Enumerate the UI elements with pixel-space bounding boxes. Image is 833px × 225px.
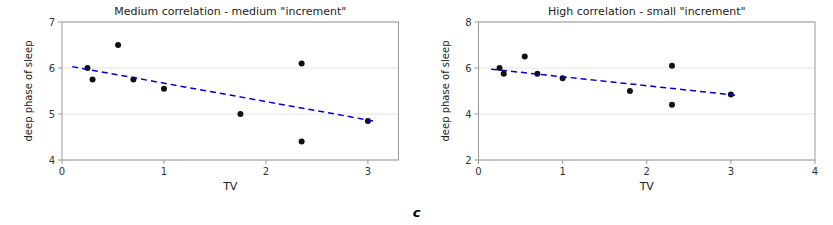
x-tick-label: 0	[59, 166, 65, 177]
x-tick-label: 3	[728, 166, 734, 177]
regression-line	[491, 69, 735, 95]
x-tick	[478, 160, 479, 164]
x-axis-label: TV	[639, 180, 655, 193]
x-tick-label: 4	[812, 166, 818, 177]
y-tick-label: 6	[49, 63, 55, 74]
point	[627, 88, 633, 94]
y-tick-label: 5	[49, 109, 55, 120]
y-axis-label: deep phase of sleep	[23, 41, 34, 142]
x-tick	[265, 160, 266, 164]
point	[90, 77, 96, 83]
point	[669, 63, 675, 69]
x-axis-label: TV	[222, 180, 238, 193]
y-tick-label: 7	[49, 17, 55, 28]
point	[299, 60, 305, 66]
x-tick	[646, 160, 647, 164]
y-axis-label: deep phase of sleep	[440, 41, 451, 142]
plot-frame	[479, 22, 816, 160]
x-tick	[367, 160, 368, 164]
marks	[72, 42, 373, 145]
marks	[491, 54, 735, 108]
y-tick	[475, 160, 479, 161]
panel: 2 4 6 8 0 1 2 3 4 High correlation - small "incre…	[440, 5, 819, 193]
grid-line	[62, 68, 399, 69]
panel: 4 5 6 7 0 1 2 3 Medium correlation - medium "inc…	[23, 5, 399, 193]
x-tick	[730, 160, 731, 164]
x-tick-label: 1	[161, 166, 167, 177]
y-tick-label: 8	[465, 17, 471, 28]
point	[115, 42, 121, 48]
x-tick-label: 2	[644, 166, 650, 177]
grid-line	[62, 114, 399, 115]
point	[237, 111, 243, 117]
chart-title: High correlation - small "increment"	[548, 5, 746, 18]
chart-title: Medium correlation - medium "increment"	[114, 5, 346, 18]
point	[501, 71, 507, 77]
point	[522, 54, 528, 60]
caption: c	[413, 205, 421, 220]
regression-line	[72, 67, 373, 121]
y-tick-label: 4	[49, 155, 55, 166]
x-tick	[815, 160, 816, 164]
y-tick-label: 6	[465, 63, 471, 74]
x-tick-label: 0	[475, 166, 481, 177]
x-tick	[163, 160, 164, 164]
x-tick-label: 2	[263, 166, 269, 177]
point	[161, 86, 167, 92]
x-tick-label: 3	[365, 166, 371, 177]
y-tick	[475, 22, 479, 23]
y-tick	[475, 68, 479, 69]
x-tick	[62, 160, 63, 164]
y-tick	[58, 22, 62, 23]
figure: 4 5 6 7 0 1 2 3 Medium correlation - medium "inc…	[0, 0, 833, 225]
y-tick-label: 2	[465, 155, 471, 166]
x-tick	[562, 160, 563, 164]
y-tick	[58, 68, 62, 69]
grid-line	[479, 114, 816, 115]
point	[669, 102, 675, 108]
point	[299, 139, 305, 145]
x-tick-label: 1	[559, 166, 565, 177]
grid-line	[479, 68, 816, 69]
y-tick-label: 4	[465, 109, 471, 120]
y-tick	[58, 160, 62, 161]
y-tick	[475, 114, 479, 115]
plot-frame	[62, 22, 399, 160]
y-tick	[58, 114, 62, 115]
